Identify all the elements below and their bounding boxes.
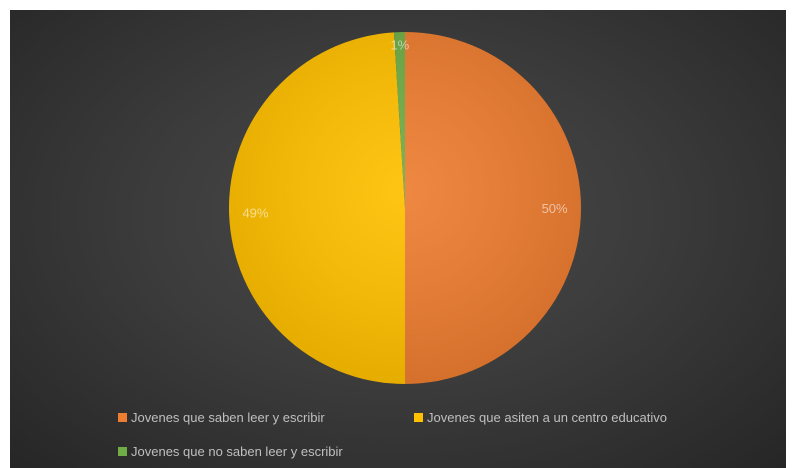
legend-item-3: Jovenes que no saben leer y escribir bbox=[118, 444, 343, 459]
legend-label-1: Jovenes que saben leer y escribir bbox=[131, 410, 325, 425]
slice-label-3: 1% bbox=[390, 37, 409, 52]
legend-swatch-1 bbox=[118, 413, 127, 422]
chart-area: 50% 49% 1% Jovenes que saben leer y escrib… bbox=[10, 10, 786, 468]
legend-swatch-2 bbox=[414, 413, 423, 422]
legend-label-2: Jovenes que asiten a un centro educativo bbox=[427, 410, 667, 425]
legend-swatch-3 bbox=[118, 447, 127, 456]
slice-label-2: 49% bbox=[242, 206, 268, 221]
legend-label-3: Jovenes que no saben leer y escribir bbox=[131, 444, 343, 459]
legend-item-1: Jovenes que saben leer y escribir bbox=[118, 410, 325, 425]
slice-label-1: 50% bbox=[542, 201, 568, 216]
pie-chart: 50% 49% 1% bbox=[229, 32, 581, 385]
legend-item-2: Jovenes que asiten a un centro educativo bbox=[414, 410, 667, 425]
